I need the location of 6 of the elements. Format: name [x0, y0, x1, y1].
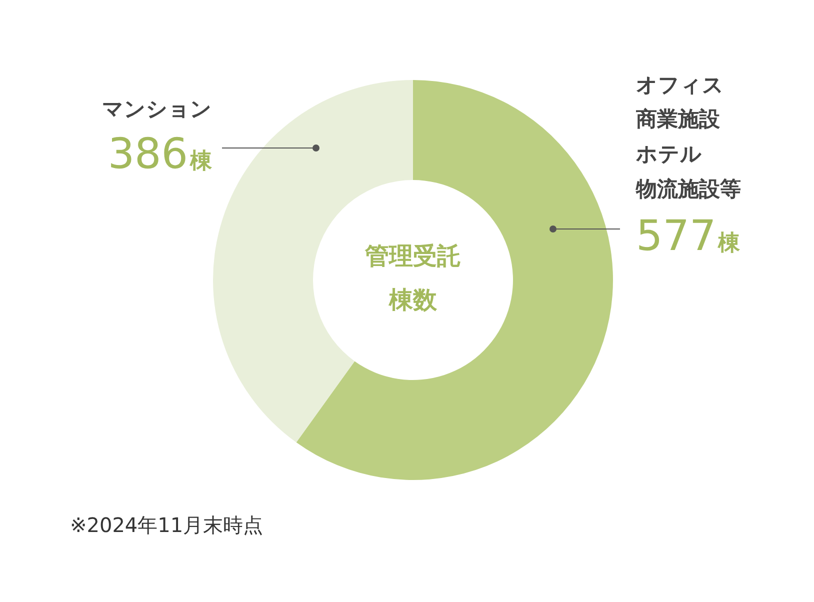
data-label: 577棟: [636, 211, 742, 260]
text: ※2024年11月末時点: [70, 513, 264, 537]
text: 管理受託棟数: [364, 242, 461, 314]
slice-label: マンション: [102, 97, 212, 121]
slice-label: オフィス商業施設ホテル物流施設等: [635, 73, 741, 201]
data-label: 386棟: [108, 129, 213, 178]
